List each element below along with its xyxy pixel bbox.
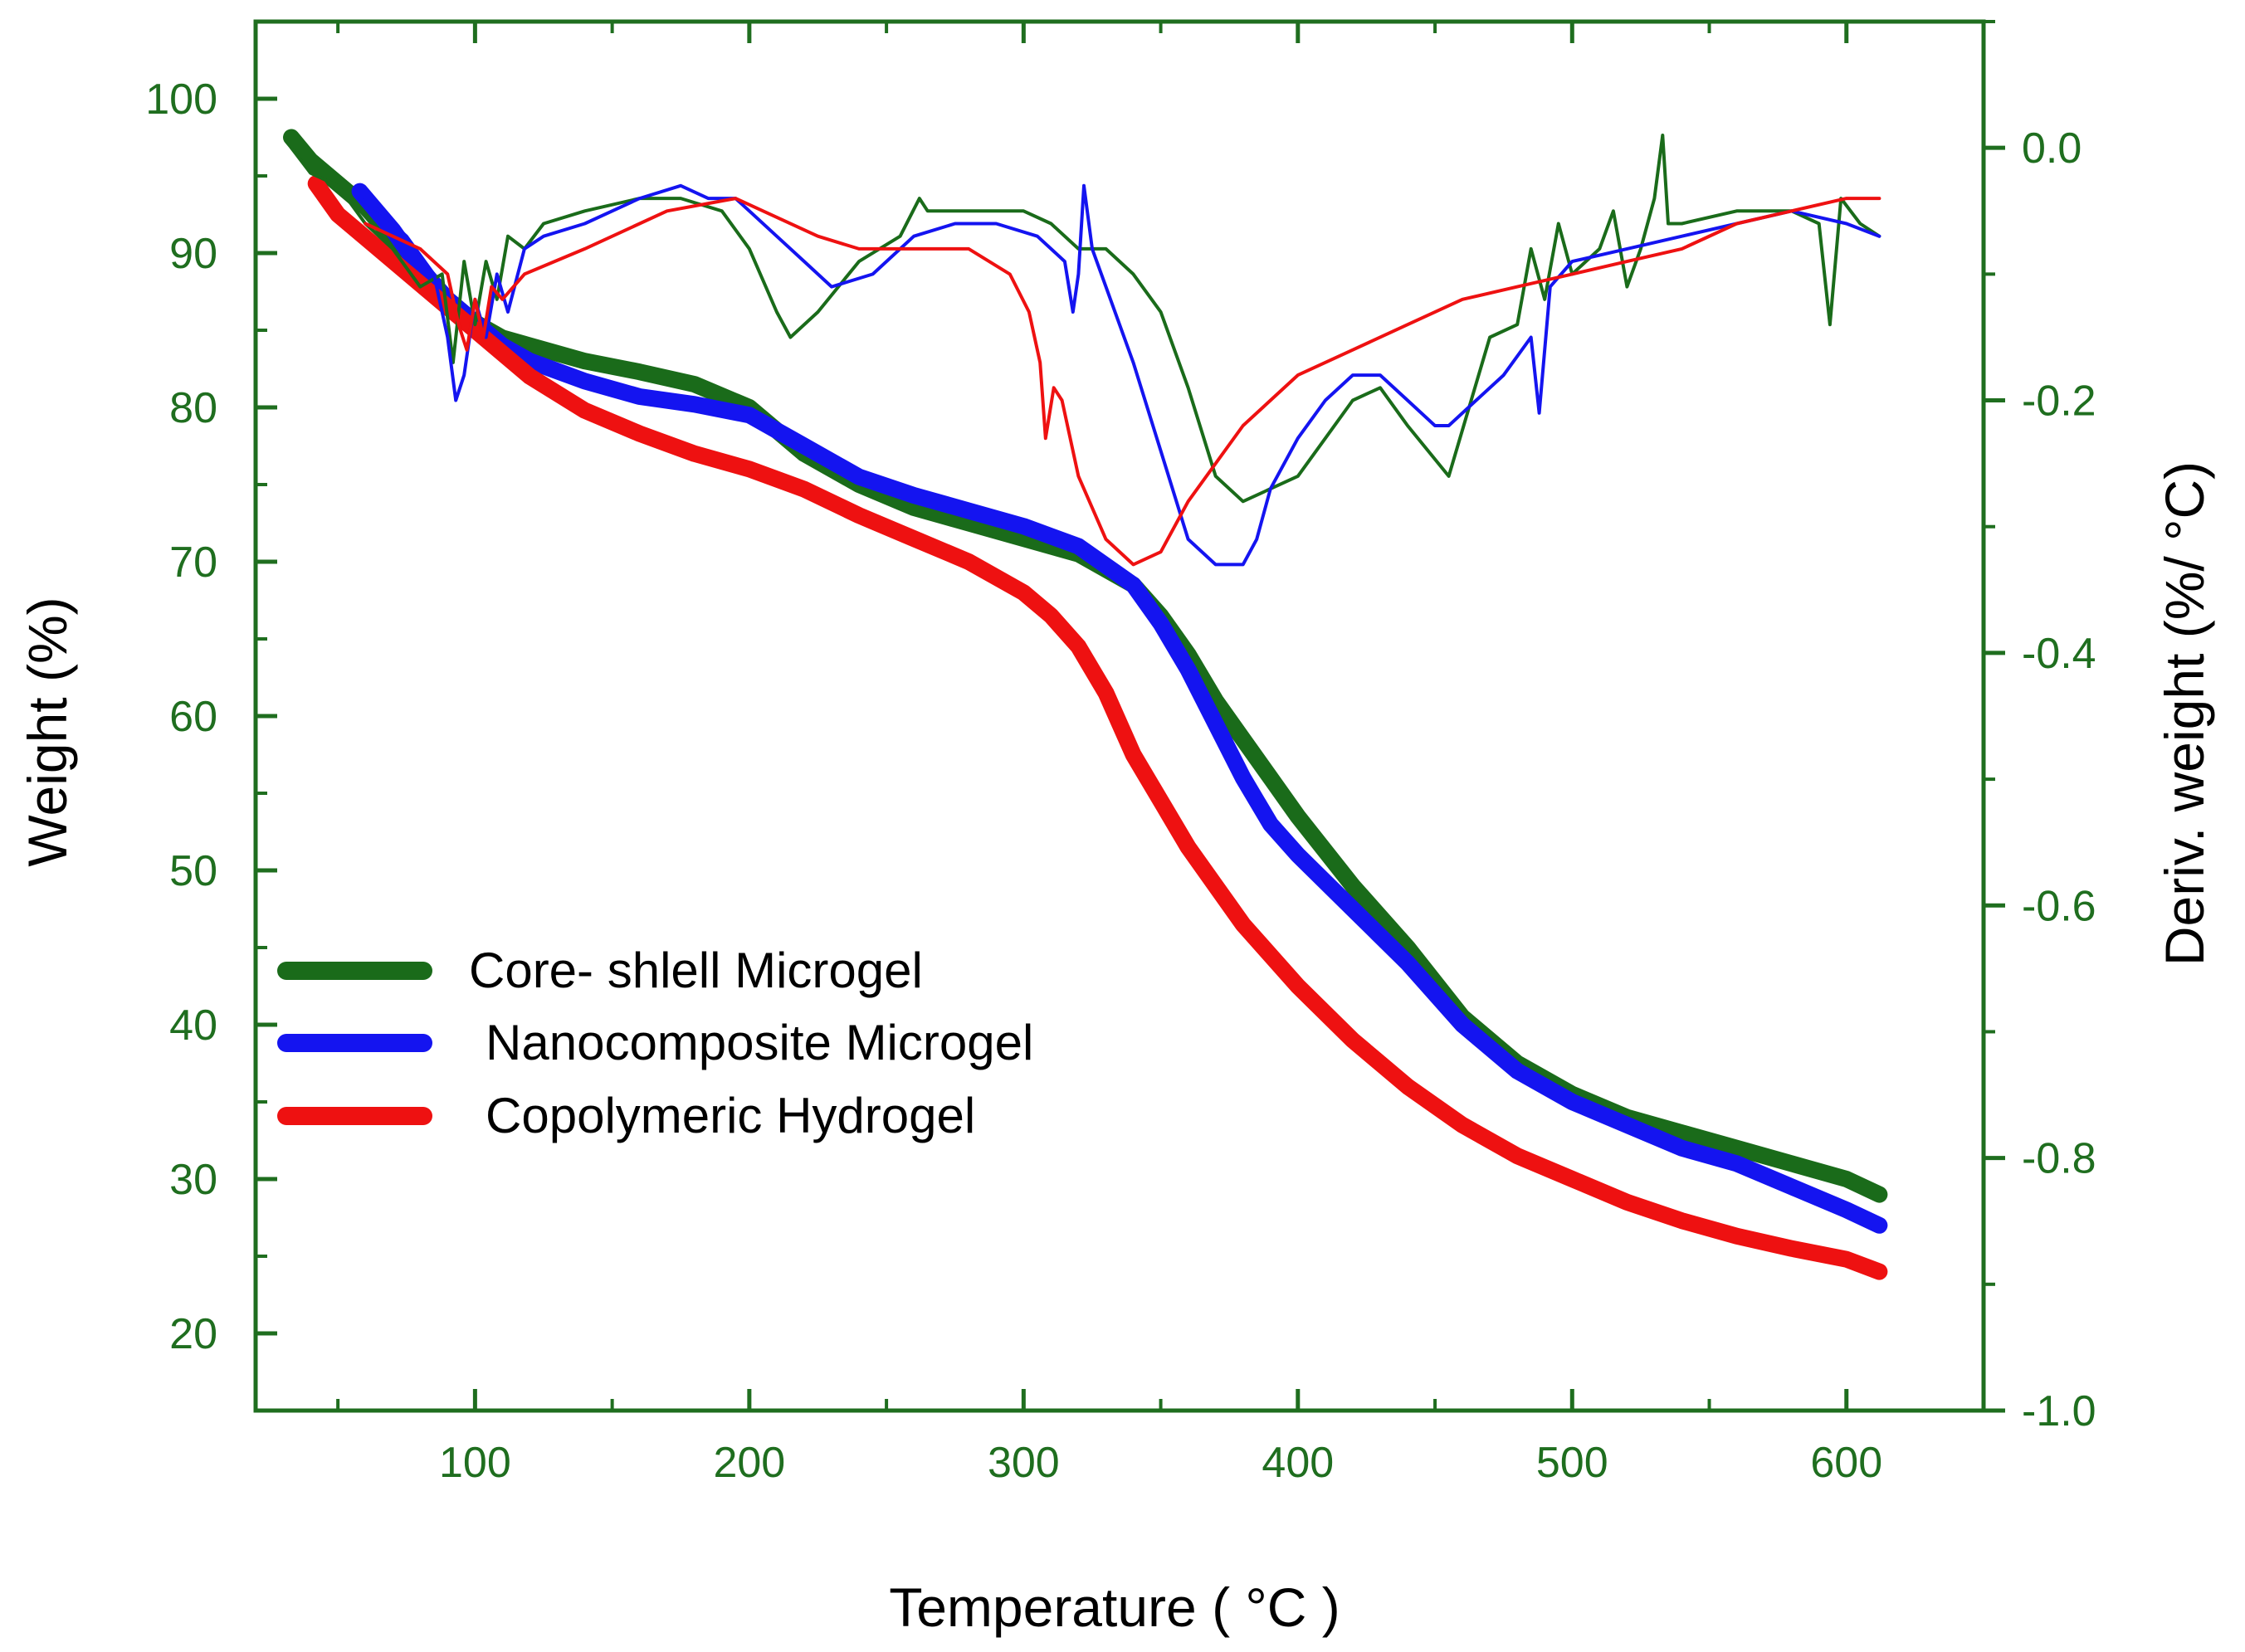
x-tick-label: 600	[1810, 1439, 1882, 1487]
x-tick-label: 400	[1262, 1439, 1334, 1487]
x-axis-title: Temperature ( °C )	[889, 1576, 1340, 1638]
y2-tick-label: -0.4	[2022, 630, 2096, 678]
y-tick-label: 80	[169, 384, 217, 432]
y-tick-label: 100	[145, 76, 217, 124]
y-tick-label: 90	[169, 230, 217, 278]
x-tick-label: 200	[713, 1439, 785, 1487]
y2-tick-label: -0.2	[2022, 378, 2096, 426]
dtg-curve-copolymeric-hydrogel	[364, 197, 1881, 567]
legend: Core- shlell Microgel Nanocomposite Micr…	[277, 943, 1033, 1143]
y2-tick-label: -0.8	[2022, 1135, 2096, 1183]
weight-curve-copolymeric-hydrogel	[307, 175, 1888, 1280]
y2-tick-label: -1.0	[2022, 1387, 2096, 1435]
curves-layer	[283, 129, 1888, 1280]
x-tick-label: 500	[1536, 1439, 1608, 1487]
y2-tick-label: -0.6	[2022, 882, 2096, 930]
y2-tick-label: 0.0	[2022, 124, 2082, 173]
legend-label-nanocomposite: Nanocomposite Microgel	[486, 1015, 1033, 1070]
x-tick-label: 100	[439, 1439, 511, 1487]
x-tick-label: 300	[988, 1439, 1060, 1487]
y-axis-title: Weight (%)	[17, 597, 78, 866]
weight-curve-nanocomposite-microgel	[351, 183, 1888, 1234]
y2-axis-title: Deriv. weight (%/ °C)	[2154, 461, 2215, 966]
legend-label-copolymeric: Copolymeric Hydrogel	[486, 1088, 975, 1143]
y-tick-label: 40	[169, 1001, 217, 1050]
legend-label-core-shell: Core- shlell Microgel	[469, 943, 923, 998]
y-tick-label: 50	[169, 847, 217, 895]
y-tick-label: 60	[169, 693, 217, 741]
ticks-layer: 100 200 300 400 500 600 20 30 40 50 60 70 80 90 100 -1.…	[145, 20, 2096, 1487]
y-tick-label: 70	[169, 538, 217, 587]
y-tick-label: 20	[169, 1310, 217, 1358]
y-tick-label: 30	[169, 1156, 217, 1204]
